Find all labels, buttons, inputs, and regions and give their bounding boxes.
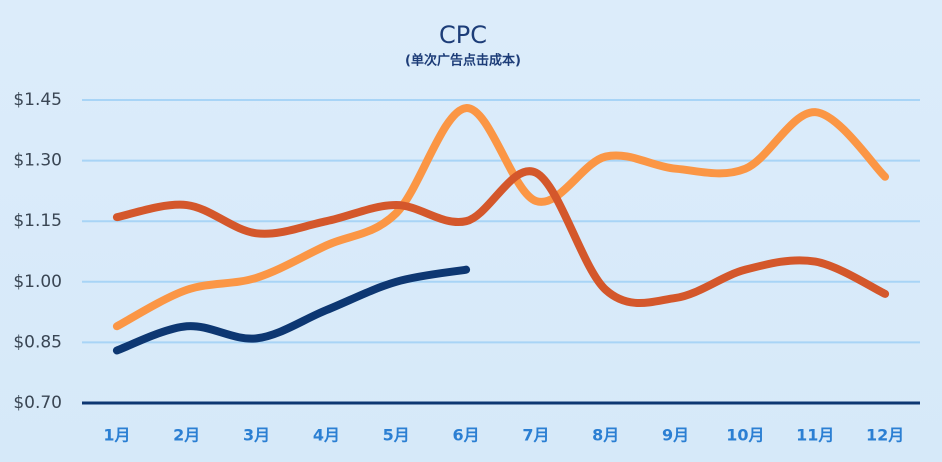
y-tick-label: $1.15	[13, 211, 62, 231]
y-tick-label: $1.30	[13, 151, 62, 171]
x-tick-label: 6月	[453, 426, 480, 445]
x-tick-label: 1月	[103, 426, 130, 445]
y-tick-label: $1.45	[13, 90, 62, 110]
x-tick-label: 3月	[243, 426, 270, 445]
x-tick-label: 7月	[522, 426, 549, 445]
line-series	[112, 265, 471, 355]
y-tick-label: $0.85	[13, 332, 62, 352]
line-series	[112, 104, 890, 331]
chart-title: CPC	[439, 21, 487, 49]
x-tick-label: 9月	[662, 426, 689, 445]
x-tick-label: 10月	[726, 426, 764, 445]
x-tick-label: 2月	[173, 426, 200, 445]
x-tick-label: 12月	[866, 426, 904, 445]
x-tick-label: 4月	[313, 426, 340, 445]
x-tick-label: 11月	[796, 426, 834, 445]
y-tick-label: $0.70	[13, 393, 62, 413]
chart-subtitle: (单次广告点击成本)	[405, 53, 521, 69]
line-series	[112, 167, 890, 307]
x-tick-label: 8月	[592, 426, 619, 445]
y-tick-label: $1.00	[13, 272, 62, 292]
x-tick-label: 5月	[383, 426, 410, 445]
